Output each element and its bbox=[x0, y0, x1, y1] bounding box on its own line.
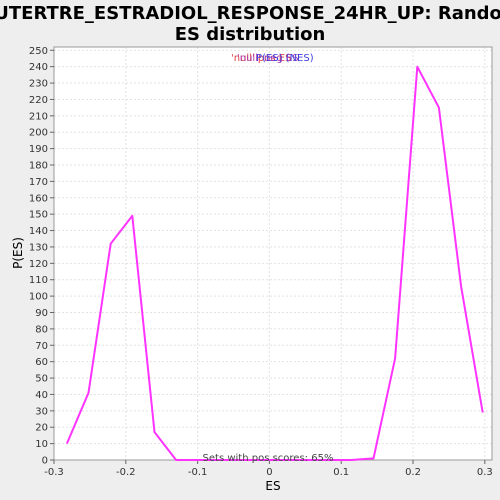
y-tick-label: 60 bbox=[35, 357, 48, 368]
y-tick-label: 0 bbox=[42, 456, 48, 467]
y-tick-label: 220 bbox=[29, 95, 48, 106]
chart-title-line-2: ES distribution bbox=[175, 24, 326, 45]
legend: 'null' pos ES 'null' neg ES P(ES) (NES) bbox=[231, 53, 314, 64]
y-tick-label: 210 bbox=[29, 111, 48, 122]
pos-scores-annotation: Sets with pos scores: 65% bbox=[203, 453, 334, 464]
legend-entry-null-pos-es: 'null' pos ES bbox=[231, 53, 291, 64]
y-tick-label: 90 bbox=[35, 308, 48, 319]
y-tick-label: 30 bbox=[35, 406, 48, 417]
y-tick-label: 160 bbox=[29, 193, 48, 204]
plot-area bbox=[54, 47, 492, 460]
y-tick-label: 20 bbox=[35, 423, 48, 434]
x-tick-label: -0.3 bbox=[44, 467, 64, 478]
y-tick-label: 250 bbox=[29, 46, 48, 57]
y-tick-label: 150 bbox=[29, 210, 48, 221]
x-tick-label: 0.2 bbox=[405, 467, 421, 478]
y-tick-label: 200 bbox=[29, 128, 48, 139]
series-line bbox=[65, 65, 484, 461]
y-tick-label: 80 bbox=[35, 324, 48, 335]
x-tick-label: 0.3 bbox=[477, 467, 493, 478]
chart-title-line-1: DUTERTRE_ESTRADIOL_RESPONSE_24HR_UP: Ran… bbox=[0, 3, 500, 24]
x-tick-label: -0.2 bbox=[116, 467, 136, 478]
y-tick-label: 100 bbox=[29, 292, 48, 303]
y-tick-label: 50 bbox=[35, 374, 48, 385]
y-tick-label: 130 bbox=[29, 242, 48, 253]
y-tick-label: 190 bbox=[29, 144, 48, 155]
y-tick-label: 240 bbox=[29, 62, 48, 73]
y-axis-label: P(ES) bbox=[11, 237, 25, 269]
legend-entry-null-neg-es: 'null' neg ES bbox=[237, 53, 299, 64]
legend-entry-pes-nes: P(ES) (NES) bbox=[256, 53, 314, 64]
y-tick-label: 70 bbox=[35, 341, 48, 352]
x-tick-label: 0 bbox=[266, 467, 272, 478]
tick-labels: 0 10 20 30 40 50 60 70 80 90 100 110 120 130 140 150 160… bbox=[29, 46, 493, 478]
y-tick-label: 40 bbox=[35, 390, 48, 401]
y-tick-label: 230 bbox=[29, 79, 48, 90]
y-tick-label: 120 bbox=[29, 259, 48, 270]
y-tick-label: 140 bbox=[29, 226, 48, 237]
y-tick-label: 110 bbox=[29, 275, 48, 286]
x-tick-label: -0.1 bbox=[188, 467, 208, 478]
y-tick-label: 180 bbox=[29, 161, 48, 172]
x-axis-label: ES bbox=[265, 479, 280, 493]
series-layer bbox=[65, 65, 484, 461]
y-tick-label: 10 bbox=[35, 439, 48, 450]
x-tick-label: 0.1 bbox=[333, 467, 349, 478]
y-tick-label: 170 bbox=[29, 177, 48, 188]
